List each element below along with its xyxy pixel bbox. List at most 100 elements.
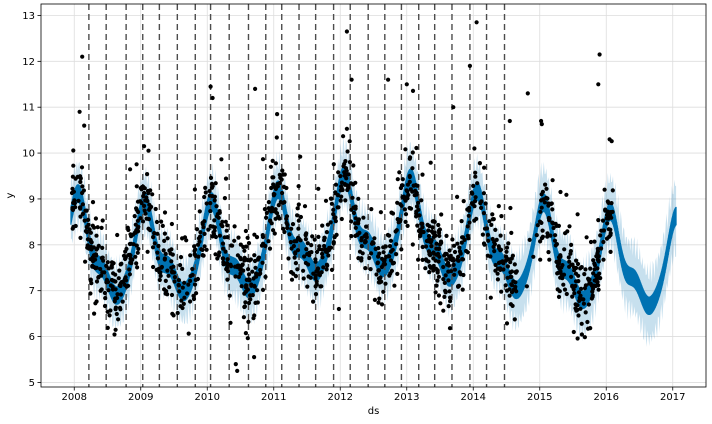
observed-point bbox=[471, 183, 476, 188]
observed-point bbox=[405, 196, 410, 201]
observed-point bbox=[535, 223, 540, 228]
observed-point bbox=[305, 284, 310, 289]
observed-point bbox=[230, 243, 235, 248]
observed-point bbox=[217, 250, 222, 255]
observed-point bbox=[118, 283, 123, 289]
observed-point bbox=[212, 228, 217, 233]
x-tick-label: 2016 bbox=[594, 392, 619, 403]
observed-point bbox=[290, 222, 296, 227]
observed-point bbox=[102, 303, 108, 309]
observed-point bbox=[325, 222, 330, 227]
observed-point bbox=[461, 199, 466, 204]
observed-point bbox=[224, 228, 229, 233]
observed-point bbox=[273, 161, 278, 166]
observed-point bbox=[320, 223, 325, 228]
observed-point bbox=[473, 170, 478, 175]
observed-point bbox=[142, 203, 147, 208]
observed-point bbox=[509, 290, 515, 295]
observed-point bbox=[466, 213, 471, 218]
y-tick-label: 10 bbox=[22, 149, 35, 160]
observed-point bbox=[274, 211, 280, 216]
observed-point bbox=[447, 326, 453, 331]
observed-outlier-point bbox=[386, 77, 391, 82]
observed-point bbox=[491, 217, 496, 222]
observed-point bbox=[376, 254, 381, 259]
observed-point bbox=[394, 252, 399, 257]
observed-point bbox=[104, 279, 109, 284]
observed-point bbox=[597, 271, 602, 276]
observed-point bbox=[538, 209, 543, 214]
observed-point bbox=[570, 294, 575, 299]
observed-point bbox=[596, 218, 601, 223]
observed-point bbox=[349, 207, 354, 212]
observed-point bbox=[135, 199, 141, 204]
observed-point bbox=[194, 227, 200, 232]
observed-point bbox=[334, 232, 339, 237]
observed-point bbox=[135, 218, 140, 223]
observed-point bbox=[335, 193, 340, 198]
observed-point bbox=[150, 192, 155, 197]
x-tick-label: 2008 bbox=[62, 392, 87, 403]
observed-point bbox=[156, 243, 161, 249]
observed-outlier-point bbox=[344, 29, 349, 34]
observed-point bbox=[102, 290, 107, 296]
observed-point bbox=[155, 256, 160, 261]
observed-point bbox=[93, 252, 99, 257]
observed-point bbox=[314, 249, 320, 255]
observed-point bbox=[434, 283, 439, 288]
observed-point bbox=[460, 287, 465, 292]
observed-point bbox=[293, 250, 298, 255]
observed-point bbox=[576, 290, 582, 295]
observed-point bbox=[242, 304, 247, 309]
observed-point bbox=[609, 201, 614, 206]
observed-point bbox=[271, 228, 276, 233]
observed-point bbox=[426, 234, 432, 239]
observed-point bbox=[595, 266, 600, 271]
observed-point bbox=[89, 281, 94, 286]
observed-point bbox=[385, 232, 390, 238]
observed-point bbox=[436, 222, 441, 228]
x-tick-label: 2010 bbox=[195, 392, 220, 403]
observed-point bbox=[401, 194, 406, 199]
observed-point bbox=[457, 249, 462, 254]
observed-point bbox=[71, 163, 76, 168]
observed-point bbox=[349, 181, 354, 186]
observed-point bbox=[567, 224, 572, 229]
observed-point bbox=[324, 267, 329, 272]
observed-point bbox=[82, 218, 87, 223]
observed-point bbox=[188, 253, 193, 258]
observed-point bbox=[76, 198, 81, 203]
observed-outlier-point bbox=[82, 123, 87, 128]
observed-point bbox=[288, 240, 293, 245]
observed-point bbox=[169, 259, 174, 264]
observed-point bbox=[115, 292, 120, 297]
observed-point bbox=[163, 278, 168, 283]
observed-point bbox=[408, 206, 414, 211]
observed-point bbox=[156, 266, 161, 271]
observed-point bbox=[447, 248, 452, 253]
observed-point bbox=[353, 233, 358, 238]
observed-point bbox=[243, 228, 248, 234]
observed-point bbox=[596, 287, 601, 292]
observed-point bbox=[578, 306, 583, 311]
observed-point bbox=[456, 258, 461, 263]
observed-point bbox=[260, 157, 266, 162]
observed-point bbox=[498, 233, 503, 238]
observed-point bbox=[416, 257, 421, 262]
observed-point bbox=[509, 269, 514, 274]
observed-point bbox=[460, 257, 466, 262]
observed-point bbox=[236, 235, 241, 240]
observed-point bbox=[331, 212, 336, 217]
observed-point bbox=[213, 252, 218, 257]
observed-point bbox=[304, 247, 309, 252]
observed-point bbox=[165, 236, 170, 241]
observed-point bbox=[103, 296, 108, 301]
observed-point bbox=[547, 257, 552, 262]
observed-point bbox=[206, 227, 211, 232]
observed-point bbox=[432, 219, 437, 224]
observed-point bbox=[608, 232, 613, 238]
observed-point bbox=[587, 281, 592, 286]
observed-point bbox=[96, 243, 101, 248]
observed-point bbox=[389, 268, 394, 273]
observed-point bbox=[374, 272, 379, 277]
